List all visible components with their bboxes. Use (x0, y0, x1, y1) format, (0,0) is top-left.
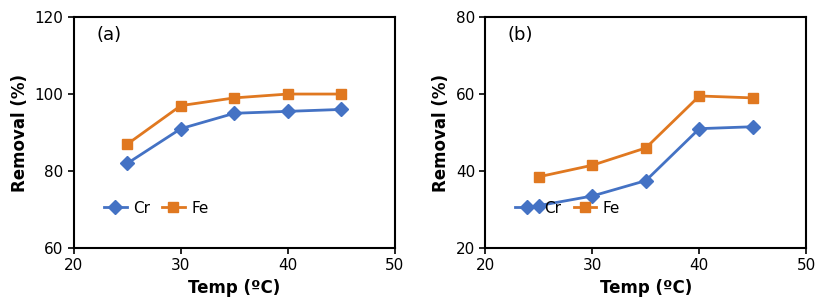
Cr (641, 179, 651, 182)
Fe (229, 96, 239, 100)
Cr (534, 204, 544, 208)
Fe (641, 146, 651, 150)
Fe (337, 92, 347, 96)
Cr (748, 125, 758, 129)
Fe (283, 92, 293, 96)
X-axis label: Temp (ºC): Temp (ºC) (189, 279, 280, 297)
Fe (176, 104, 186, 107)
Legend: Cr, Fe: Cr, Fe (98, 195, 214, 222)
Fe (122, 142, 132, 146)
Line: Fe: Fe (534, 91, 758, 182)
Fe (748, 96, 758, 100)
Cr (337, 107, 347, 111)
Line: Cr: Cr (534, 122, 758, 210)
Cr (283, 110, 293, 113)
Line: Fe: Fe (122, 89, 347, 149)
Cr (122, 161, 132, 165)
Cr (587, 194, 597, 198)
Legend: Cr, Fe: Cr, Fe (509, 195, 626, 222)
X-axis label: Temp (ºC): Temp (ºC) (600, 279, 692, 297)
Fe (587, 163, 597, 167)
Y-axis label: Removal (%): Removal (%) (433, 74, 450, 192)
Cr (229, 111, 239, 115)
Line: Cr: Cr (122, 105, 347, 168)
Cr (176, 127, 186, 131)
Fe (695, 94, 705, 98)
Y-axis label: Removal (%): Removal (%) (11, 74, 29, 192)
Cr (695, 127, 705, 131)
Text: (b): (b) (508, 26, 533, 44)
Fe (534, 175, 544, 179)
Text: (a): (a) (97, 26, 122, 44)
